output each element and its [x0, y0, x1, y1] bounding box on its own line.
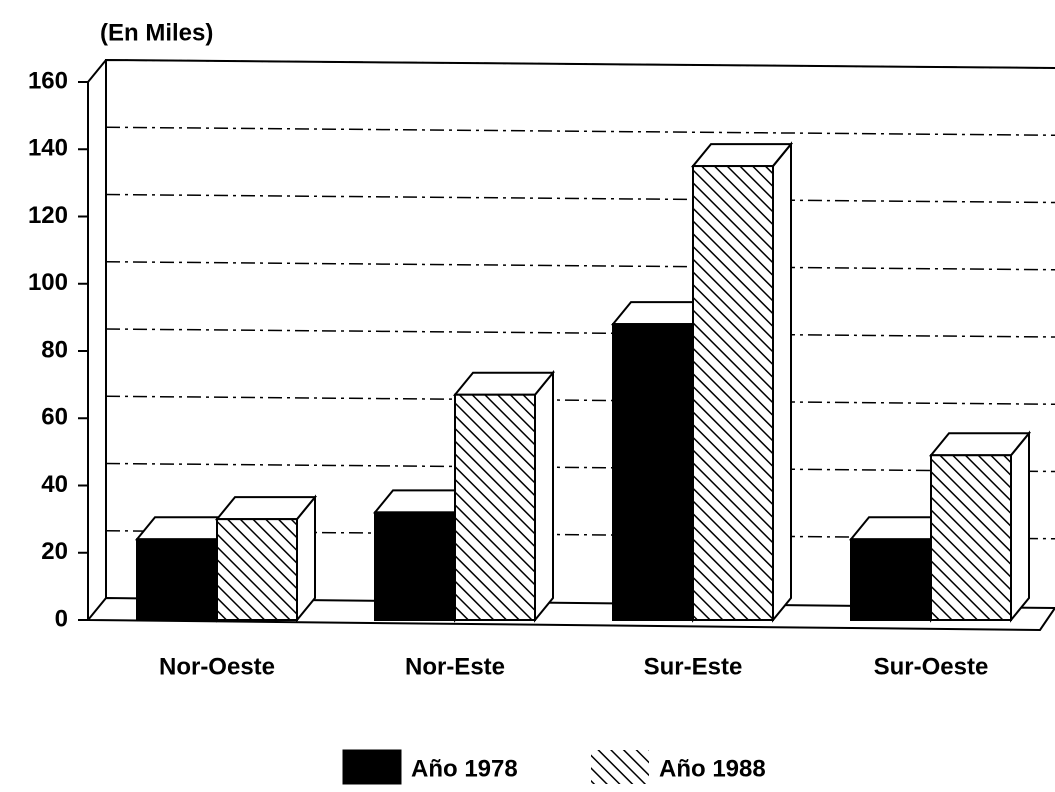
bar: [216, 518, 298, 621]
bar-top: [452, 371, 556, 396]
y-tick-label: 40: [41, 471, 68, 498]
bar: [930, 454, 1012, 621]
grid-line: [105, 193, 1055, 204]
grid-line: [105, 395, 1055, 405]
bar-top: [690, 143, 794, 168]
y-tick-label: 100: [28, 269, 68, 296]
y-tick-label: 0: [55, 605, 68, 632]
bar-top: [928, 432, 1032, 457]
depth-edge: [87, 59, 107, 83]
bar: [850, 538, 932, 621]
bar: [374, 511, 456, 622]
legend-swatch: [591, 750, 649, 784]
bar: [136, 538, 218, 621]
bar-side: [772, 141, 792, 623]
y-tick-label: 120: [28, 202, 68, 229]
y-tick-label: 140: [28, 135, 68, 162]
y-tick-label: 80: [41, 336, 68, 363]
x-tick-label: Sur-Oeste: [874, 653, 989, 680]
bar-side: [1010, 430, 1030, 623]
bar: [612, 323, 694, 621]
floor: [85, 596, 1055, 632]
x-tick-label: Sur-Este: [644, 653, 743, 680]
grid-line: [105, 328, 1055, 338]
grid-line: [105, 261, 1055, 271]
grid-line: [105, 59, 1055, 69]
legend-swatch: [342, 749, 402, 785]
x-tick-label: Nor-Este: [405, 653, 505, 680]
legend-label: Año 1988: [659, 755, 766, 782]
x-tick-label: Nor-Oeste: [159, 653, 275, 680]
bar: [692, 165, 774, 621]
legend-label: Año 1978: [411, 755, 518, 782]
y-tick-label: 160: [28, 67, 68, 94]
grid-line: [105, 126, 1055, 136]
bar-top: [214, 496, 318, 521]
bar: [454, 393, 536, 621]
grid-line: [105, 462, 1055, 473]
y-axis-label: (En Miles): [100, 19, 213, 46]
y-tick-label: 60: [41, 404, 68, 431]
bar-side: [534, 369, 554, 623]
y-tick-label: 20: [41, 538, 68, 565]
